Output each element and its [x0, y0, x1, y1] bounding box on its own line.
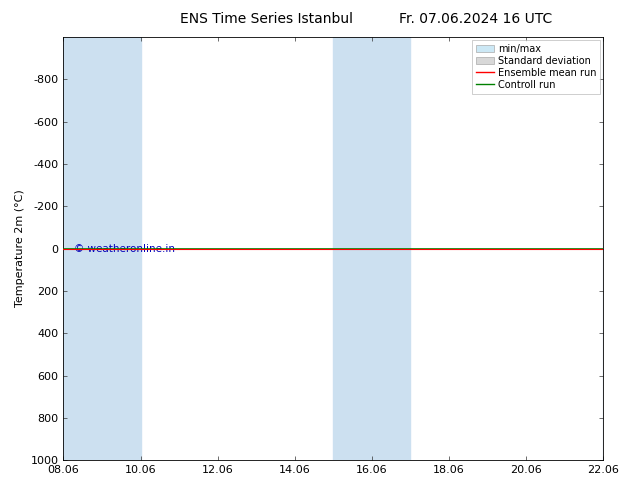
- Bar: [372, 37, 410, 460]
- Y-axis label: Temperature 2m (°C): Temperature 2m (°C): [15, 190, 25, 307]
- Bar: [63, 37, 102, 460]
- Bar: [603, 37, 619, 460]
- Text: © weatheronline.in: © weatheronline.in: [74, 244, 175, 254]
- Legend: min/max, Standard deviation, Ensemble mean run, Controll run: min/max, Standard deviation, Ensemble me…: [472, 40, 600, 94]
- Text: ENS Time Series Istanbul: ENS Time Series Istanbul: [180, 12, 353, 26]
- Bar: [333, 37, 372, 460]
- Text: Fr. 07.06.2024 16 UTC: Fr. 07.06.2024 16 UTC: [399, 12, 552, 26]
- Bar: [102, 37, 141, 460]
